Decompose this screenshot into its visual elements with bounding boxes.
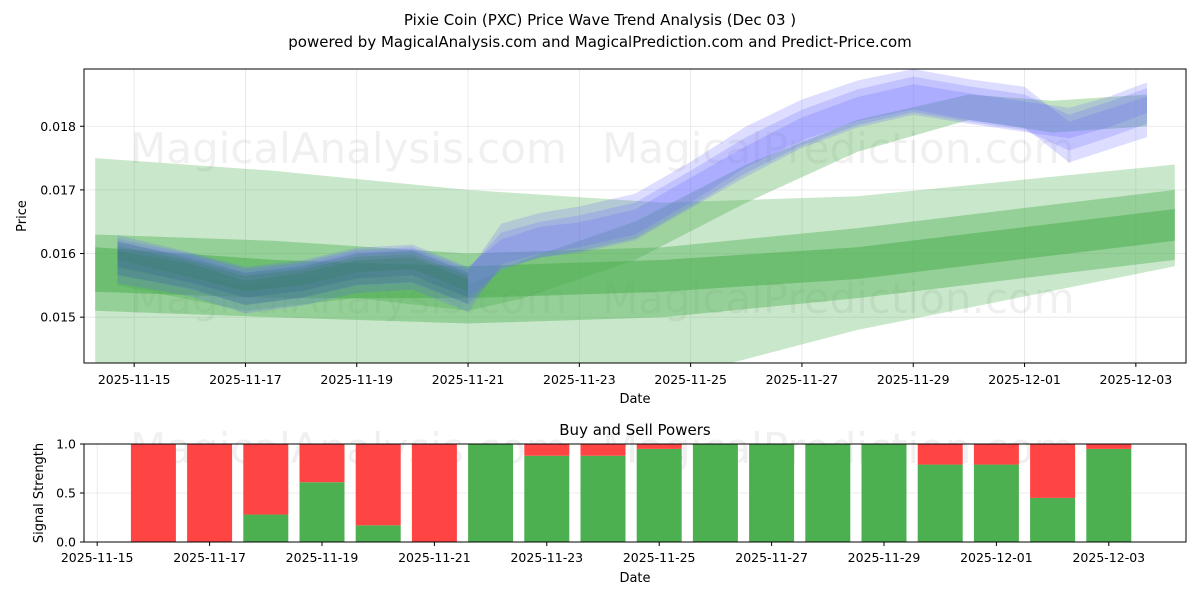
price-x-axis-label: Date — [619, 392, 650, 407]
price-wave-2-overlap — [117, 250, 469, 306]
price-wave-1 — [117, 76, 1147, 305]
sell-bar — [130, 444, 176, 542]
signal-x-tick-label: 2025-11-29 — [848, 550, 921, 565]
signal-plot-title: Buy and Sell Powers — [559, 421, 711, 439]
price-x-axis: 2025-11-15 2025-11-17 2025-11-19 2025-11-21… — [98, 363, 1172, 387]
price-waves — [117, 69, 1147, 314]
sell-bar — [580, 444, 626, 456]
buy-bar — [355, 525, 401, 542]
signal-y-axis: 0.0 0.5 1.0 — [56, 437, 84, 550]
signal-x-tick-label: 2025-11-19 — [286, 550, 359, 565]
price-x-tick-label: 2025-11-17 — [209, 372, 282, 387]
signal-x-tick-label: 2025-11-23 — [510, 550, 583, 565]
buy-bar — [636, 448, 682, 542]
price-y-axis-label: Price — [15, 200, 30, 232]
signal-x-tick-label: 2025-11-21 — [398, 550, 471, 565]
price-wave-2 — [117, 69, 1147, 314]
signal-x-tick-label: 2025-11-25 — [623, 550, 696, 565]
sell-bar — [411, 444, 457, 542]
price-x-tick-label: 2025-11-15 — [98, 372, 171, 387]
signal-x-tick-label: 2025-11-17 — [173, 550, 246, 565]
price-plot-frame — [83, 68, 1187, 364]
chart-title: Pixie Coin (PXC) Price Wave Trend Analys… — [404, 11, 796, 29]
price-y-tick-label: 0.017 — [40, 182, 76, 197]
price-x-tick-label: 2025-12-03 — [1100, 372, 1173, 387]
price-x-tick-label: 2025-12-01 — [988, 372, 1061, 387]
price-x-tick-label: 2025-11-23 — [543, 372, 616, 387]
buy-bar — [243, 514, 289, 542]
buy-bar — [1030, 497, 1076, 542]
sell-bar — [355, 444, 401, 526]
price-plot-background — [84, 69, 1186, 363]
sell-bar — [524, 444, 570, 456]
sell-bar — [973, 444, 1019, 465]
sell-bar — [187, 444, 233, 542]
buy-bar — [299, 482, 345, 542]
buy-bar — [468, 444, 514, 542]
price-y-tick-label: 0.016 — [40, 246, 76, 261]
signal-x-tick-label: 2025-12-01 — [960, 550, 1033, 565]
buy-bar — [749, 444, 795, 542]
forecast-bands — [95, 94, 1175, 363]
price-y-axis: 0.015 0.016 0.017 0.018 — [40, 119, 84, 325]
price-wave-3 — [117, 82, 1147, 298]
price-x-tick-label: 2025-11-19 — [320, 372, 393, 387]
signal-y-tick-label: 0.0 — [56, 535, 76, 550]
signal-y-tick-label: 1.0 — [56, 437, 76, 452]
trend-band-upper — [117, 94, 1147, 311]
buy-bar — [973, 464, 1019, 542]
price-y-tick-label: 0.018 — [40, 119, 76, 134]
price-x-tick-label: 2025-11-21 — [432, 372, 505, 387]
signal-x-axis-label: Date — [619, 571, 650, 586]
signal-x-tick-label: 2025-12-03 — [1072, 550, 1145, 565]
sell-bar — [243, 444, 289, 515]
chart-subtitle: powered by MagicalAnalysis.com and Magic… — [288, 33, 912, 51]
signal-x-axis: 2025-11-15 2025-11-17 2025-11-19 2025-11-21… — [61, 542, 1145, 565]
buy-bar — [580, 455, 626, 542]
sell-bar — [1086, 444, 1132, 449]
price-x-tick-label: 2025-11-29 — [877, 372, 950, 387]
price-x-tick-label: 2025-11-27 — [766, 372, 839, 387]
long-range-band — [95, 158, 1175, 363]
buy-bar — [692, 444, 738, 542]
sell-bar — [1030, 444, 1076, 498]
buy-bar — [917, 464, 963, 542]
price-wave-1-overlap — [117, 246, 469, 298]
buy-bar — [1086, 448, 1132, 542]
buy-bar — [861, 444, 907, 542]
buy-bar — [524, 455, 570, 542]
buy-bar — [805, 444, 851, 542]
price-plot: MagicalAnalysis.com MagicalPrediction.co… — [15, 68, 1187, 407]
sell-bar — [917, 444, 963, 465]
signal-y-axis-label: Signal Strength — [32, 443, 47, 543]
signal-bars — [130, 444, 1132, 542]
core-band — [95, 209, 1175, 299]
price-x-tick-label: 2025-11-25 — [654, 372, 727, 387]
watermark-analysis-top: MagicalAnalysis.com — [130, 124, 567, 173]
signal-x-tick-label: 2025-11-27 — [735, 550, 808, 565]
signal-plot: Buy and Sell Powers MagicalAnalysis.com … — [32, 421, 1187, 586]
sell-bar — [636, 444, 682, 449]
sell-bar — [299, 444, 345, 483]
watermark-prediction-top: MagicalPrediction.com — [602, 124, 1075, 173]
signal-x-tick-label: 2025-11-15 — [61, 550, 134, 565]
price-y-tick-label: 0.015 — [40, 310, 76, 325]
signal-y-tick-label: 0.5 — [56, 486, 76, 501]
price-wave-3-overlap — [117, 241, 469, 292]
